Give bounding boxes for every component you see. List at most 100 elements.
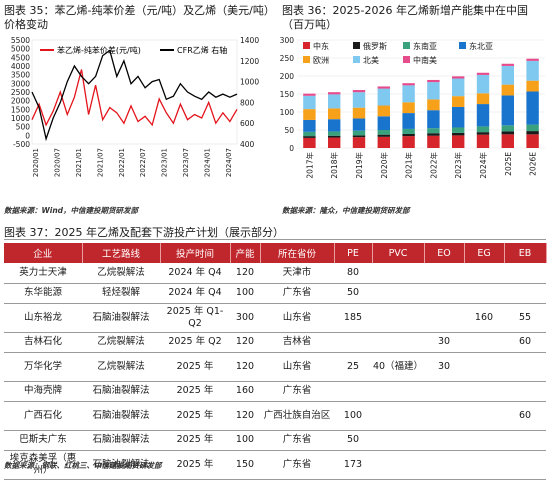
column-header: EB	[504, 243, 547, 263]
legend-label: 俄罗斯	[363, 41, 387, 51]
table-cell: 广东省	[260, 381, 334, 402]
table-cell: 60	[504, 401, 546, 431]
table-cell: 185	[334, 303, 372, 333]
table-row: 山东裕龙 石脑油裂解法 2025 年 Q1-Q2 300 山东省 185 160 55	[4, 303, 546, 333]
table-cell: 100	[230, 430, 260, 451]
bar-segment	[352, 135, 366, 138]
bar-segment	[476, 134, 490, 148]
table-cell: 150	[230, 450, 260, 480]
bar-segment	[476, 104, 490, 127]
table37-source: 数据来源：钢联、红桃三、中信建投期货研发部	[4, 461, 162, 470]
y-left-tick-label: 4000	[11, 62, 30, 71]
y-tick-label: 150	[280, 90, 295, 99]
table-cell	[334, 332, 372, 353]
legend-swatch	[353, 42, 360, 49]
table-cell: 60	[504, 332, 546, 353]
bar-segment	[526, 60, 539, 81]
table-cell: 2025 年	[160, 401, 230, 431]
bar-segment	[352, 137, 366, 148]
bar-segment	[328, 92, 341, 95]
x-tick-label: 2021/07	[96, 148, 104, 177]
legend-label: 中东	[313, 41, 329, 51]
table-cell: 120	[230, 263, 260, 284]
y-tick-label: 50	[284, 126, 294, 135]
column-header: 工艺路线	[82, 243, 161, 263]
table-cell	[464, 283, 504, 304]
bar-segment	[303, 109, 316, 120]
bar-segment	[303, 131, 316, 137]
y-left-tick-label: -500	[13, 140, 30, 149]
bar-segment	[303, 95, 316, 110]
table-cell	[372, 430, 424, 451]
table-cell	[372, 283, 424, 304]
x-tick-label: 2024/07	[225, 148, 233, 177]
y-left-tick-label: 2500	[11, 88, 30, 97]
table-cell: 石脑油裂解法	[82, 303, 160, 333]
table-cell	[464, 401, 504, 431]
table-cell	[424, 430, 464, 451]
bar-segment	[501, 84, 514, 96]
bar-segment	[427, 135, 440, 148]
bar-segment	[526, 124, 539, 132]
table-cell	[504, 381, 546, 402]
y-left-tick-label: 1000	[11, 114, 30, 123]
table-cell: 石脑油裂解法	[82, 381, 160, 402]
table-cell: 吉林省	[260, 332, 334, 353]
table-cell: 55	[504, 303, 546, 333]
table-cell	[504, 352, 546, 382]
bar-segment	[427, 82, 440, 100]
bar-segment	[377, 105, 390, 117]
table-cell	[424, 381, 464, 402]
table-cell: 30	[424, 332, 464, 353]
table-cell	[464, 263, 504, 284]
y-left-tick-label: 5500	[11, 36, 30, 45]
table-row: 东华能源 轻烃裂解 2024 年 Q4 100 广东省 50	[4, 283, 546, 304]
table-cell: 2025 年 Q2	[160, 332, 230, 353]
table-cell: 100	[230, 283, 260, 304]
y-left-tick-label: 0	[25, 131, 30, 140]
table-cell	[424, 450, 464, 480]
x-tick-label: 2021/01	[75, 148, 83, 177]
x-tick-label: 2022年	[428, 152, 438, 179]
y-right-tick-label: 1200	[240, 57, 259, 66]
x-tick-label: 2021年	[404, 152, 414, 179]
table-row: 埃克森美孚（惠州） 石脑油裂解法 2025 年 150 广东省 173	[4, 450, 546, 480]
table-row: 广西石化 石脑油裂解法 2025 年 120 广西壮族自治区 100 60	[4, 401, 546, 431]
table-cell	[424, 263, 464, 284]
x-tick-label: 2024/01	[204, 148, 212, 177]
column-header: 产能	[230, 243, 261, 263]
table-cell: 2025 年 Q1-Q2	[160, 303, 230, 333]
legend-label-spread: 苯乙烯-纯苯价差(元/吨)	[57, 45, 141, 55]
legend-label: 东北亚	[469, 41, 493, 51]
bar-segment	[352, 107, 366, 119]
bar-segment	[476, 126, 490, 133]
x-tick-label: 2022/01	[118, 148, 126, 177]
bar-segment	[402, 133, 415, 137]
y-left-tick-label: 2000	[11, 97, 30, 106]
bar-segment	[328, 131, 341, 136]
bar-segment	[452, 106, 465, 128]
bar-segment	[476, 132, 490, 135]
bar-segment	[402, 102, 415, 114]
x-tick-label: 2017年	[304, 152, 314, 179]
y-left-tick-label: 4500	[11, 53, 30, 62]
bar-segment	[402, 85, 415, 103]
x-tick-label: 2023/01	[161, 148, 169, 177]
table-cell: 2025 年	[160, 352, 230, 382]
table37-title: 图表 37：2025 年乙烯及配套下游投产计划（展示部分）	[4, 226, 284, 239]
bar-segment	[328, 108, 341, 120]
legend-swatch	[403, 56, 410, 63]
bar-segment	[352, 118, 366, 131]
x-tick-label: 2023年	[453, 152, 463, 179]
y-tick-label: 0	[289, 144, 294, 153]
legend-label-ethylene: CFR乙烯 右轴	[177, 45, 227, 55]
chart35-title: 图表 35：苯乙烯-纯苯价差（元/吨）及乙烯（美元/吨）价格变动	[4, 4, 270, 31]
table-cell	[464, 381, 504, 402]
bar-segment	[328, 94, 341, 109]
bar-segment	[303, 93, 316, 96]
table-cell	[372, 263, 424, 284]
x-tick-label: 2020/07	[53, 148, 61, 177]
legend-swatch	[403, 42, 410, 49]
x-tick-label: 2020年	[379, 152, 389, 179]
